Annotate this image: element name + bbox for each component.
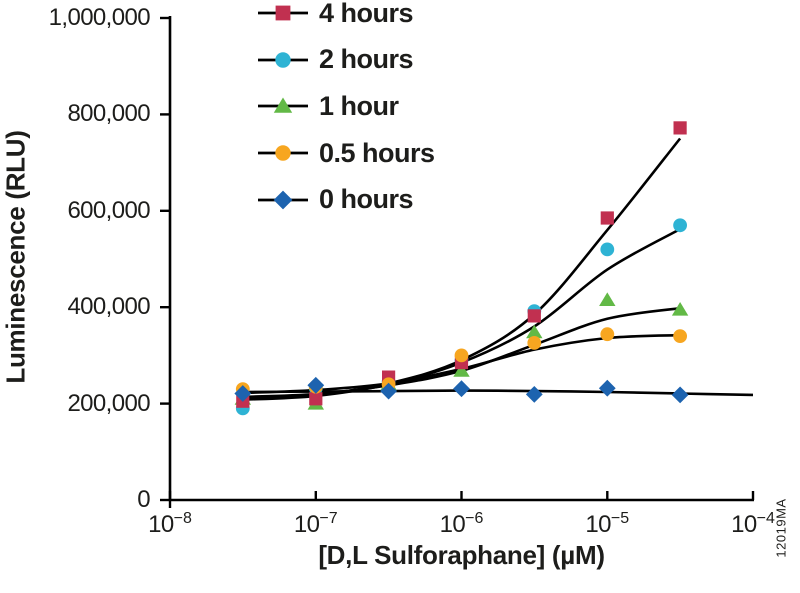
legend-circle-icon xyxy=(275,145,291,161)
marker-square-4-hours xyxy=(527,309,541,323)
marker-diamond-0-hours xyxy=(598,379,616,397)
legend-label: 2 hours xyxy=(319,44,414,75)
legend-item-4-hours: 4 hours xyxy=(256,0,435,37)
legend-square-icon xyxy=(275,5,291,21)
y-tick-label: 1,000,000 xyxy=(48,4,151,31)
x-tick-label: 10−5 xyxy=(585,510,630,538)
marker-diamond-0-hours xyxy=(453,380,470,398)
marker-circle-2-hours xyxy=(673,218,687,233)
legend-item-2-hours: 2 hours xyxy=(256,37,435,84)
legend-label: 0 hours xyxy=(319,184,414,215)
x-tick-label: 10−4 xyxy=(731,510,775,538)
y-tick-label: 600,000 xyxy=(67,196,150,224)
marker-triangle-1-hour xyxy=(671,302,689,316)
marker-diamond-0-hours xyxy=(671,386,689,404)
legend-item-1-hour: 1 hour xyxy=(256,83,435,130)
legend-item-0-5-hours: 0.5 hours xyxy=(256,130,435,177)
legend-label: 0.5 hours xyxy=(319,137,435,168)
legend-key xyxy=(258,97,308,114)
marker-diamond-0-hours xyxy=(380,382,397,400)
legend-diamond-icon xyxy=(273,190,293,210)
y-tick-label: 200,000 xyxy=(67,389,150,417)
legend-key xyxy=(258,52,308,68)
legend-triangle-icon xyxy=(273,97,293,114)
legend-label: 1 hour xyxy=(319,90,399,121)
marker-circle-0-5-hours xyxy=(454,348,469,363)
marker-square-4-hours xyxy=(673,121,687,135)
figure-id-watermark: 12019MA xyxy=(773,498,789,558)
marker-circle-2-hours xyxy=(600,242,615,257)
marker-triangle-1-hour xyxy=(526,324,543,339)
y-tick-label: 800,000 xyxy=(67,100,150,128)
marker-triangle-1-hour xyxy=(599,292,616,306)
marker-triangle-1-hour xyxy=(453,363,470,377)
marker-circle-0-5-hours xyxy=(673,329,687,343)
marker-square-4-hours xyxy=(309,392,323,406)
legend: 4 hours 2 hours 1 hour 0.5 hours 0 hours xyxy=(256,0,435,223)
legend-item-0-hours: 0 hours xyxy=(256,176,435,223)
marker-diamond-0-hours xyxy=(307,376,325,394)
legend-key xyxy=(258,190,308,210)
legend-label: 4 hours xyxy=(319,0,414,28)
marker-diamond-0-hours xyxy=(525,386,543,403)
x-tick-label: 10−6 xyxy=(439,510,484,538)
legend-circle-icon xyxy=(275,52,291,68)
y-tick-label: 0 xyxy=(137,486,150,513)
legend-key xyxy=(258,5,308,21)
marker-circle-0-5-hours xyxy=(527,336,542,350)
marker-diamond-0-hours xyxy=(234,385,252,402)
legend-key xyxy=(258,145,308,161)
x-axis-title: [D,L Sulforaphane] (µM) xyxy=(318,540,605,570)
y-tick-label: 400,000 xyxy=(67,293,150,321)
x-tick-label: 10−7 xyxy=(293,510,338,538)
marker-square-4-hours xyxy=(600,211,614,225)
y-axis-title: Luminescence (RLU) xyxy=(0,130,31,384)
marker-circle-0-5-hours xyxy=(600,327,615,342)
x-tick-label: 10−8 xyxy=(148,510,192,538)
